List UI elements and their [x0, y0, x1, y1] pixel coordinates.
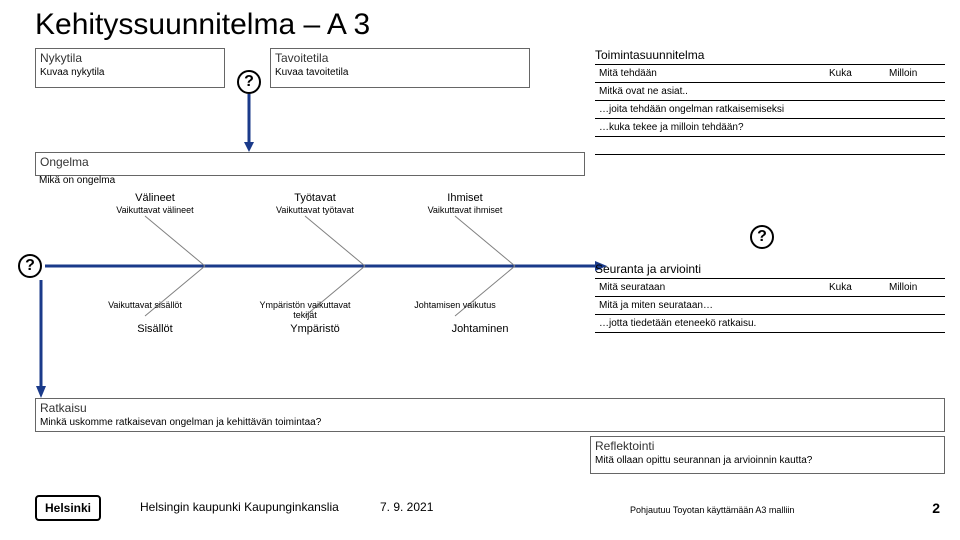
fish-lbl-tyotavat: Vaikuttavat työtavat: [275, 205, 355, 215]
footer-org: Helsingin kaupunki Kaupunginkanslia: [140, 500, 339, 514]
qmark-badge-1: ?: [237, 70, 261, 94]
toim-r1: Mitkä ovat ne asiat..: [595, 83, 825, 101]
seur-title: Seuranta ja arviointi: [595, 262, 701, 276]
footer-source: Pohjautuu Toyotan käyttämään A3 malliin: [630, 505, 794, 515]
fish-cat-ymparisto: Ympäristö: [275, 323, 355, 335]
toim-col-3: Milloin: [885, 65, 945, 83]
ratkaisu-box: Ratkaisu Minkä uskomme ratkaisevan ongel…: [35, 398, 945, 432]
nykytila-box: Nykytila Kuvaa nykytila: [35, 48, 225, 88]
fish-cat-johtaminen: Johtaminen: [440, 323, 520, 335]
fish-cat-valineet: Välineet: [115, 192, 195, 204]
ongelma-hdr: Ongelma: [36, 153, 584, 171]
fish-lbl-ymparisto: Ympäristön vaikuttavat tekijät: [250, 300, 360, 320]
toim-r2: …joita tehdään ongelman ratkaisemiseksi: [595, 101, 825, 119]
fish-lbl-johtaminen: Johtamisen vaikutus: [410, 300, 500, 310]
seur-r2: …jotta tiedetään eteneekö ratkaisu.: [595, 315, 825, 333]
arrow-down2-icon: [36, 280, 50, 398]
toim-r3: …kuka tekee ja milloin tehdään?: [595, 119, 825, 137]
ongelma-box: Ongelma: [35, 152, 585, 176]
fish-cat-tyotavat: Työtavat: [275, 192, 355, 204]
ongelma-sub: Mikä on ongelma: [39, 175, 115, 186]
arrow-down-icon: [244, 94, 258, 152]
toim-r4: [595, 137, 825, 155]
seur-col-1: Mitä seurataan: [595, 279, 825, 297]
fish-lbl-ihmiset: Vaikuttavat ihmiset: [425, 205, 505, 215]
refl-hdr: Reflektointi: [591, 437, 944, 455]
qmark-badge-2: ?: [18, 254, 42, 278]
seur-table: Mitä seurataan Kuka Milloin Mitä ja mite…: [595, 278, 945, 333]
page-title: Kehityssuunnitelma – A 3: [35, 8, 370, 42]
refl-sub: Mitä ollaan opittu seurannan ja arvioinn…: [591, 455, 944, 468]
toim-col-1: Mitä tehdään: [595, 65, 825, 83]
tavoitetila-box: Tavoitetila Kuvaa tavoitetila: [270, 48, 530, 88]
seur-col-3: Milloin: [885, 279, 945, 297]
fish-lbl-valineet: Vaikuttavat välineet: [115, 205, 195, 215]
fish-cat-ihmiset: Ihmiset: [425, 192, 505, 204]
qmark-badge-3: ?: [750, 225, 774, 249]
refl-box: Reflektointi Mitä ollaan opittu seuranna…: [590, 436, 945, 474]
tavoitetila-sub: Kuvaa tavoitetila: [271, 67, 529, 80]
nykytila-sub: Kuvaa nykytila: [36, 67, 224, 80]
page-number: 2: [932, 500, 940, 516]
toim-col-2: Kuka: [825, 65, 885, 83]
seur-col-2: Kuka: [825, 279, 885, 297]
fish-lbl-sisallot: Vaikuttavat sisällöt: [100, 300, 190, 310]
footer-date: 7. 9. 2021: [380, 500, 433, 514]
seur-r1: Mitä ja miten seurataan…: [595, 297, 825, 315]
helsinki-logo: Helsinki: [35, 495, 101, 521]
tavoitetila-hdr: Tavoitetila: [271, 49, 529, 67]
toim-table: Mitä tehdään Kuka Milloin Mitkä ovat ne …: [595, 64, 945, 155]
ratkaisu-sub: Minkä uskomme ratkaisevan ongelman ja ke…: [36, 417, 944, 430]
toim-title: Toimintasuunnitelma: [595, 48, 704, 62]
fish-cat-sisallot: Sisällöt: [115, 323, 195, 335]
ratkaisu-hdr: Ratkaisu: [36, 399, 944, 417]
nykytila-hdr: Nykytila: [36, 49, 224, 67]
